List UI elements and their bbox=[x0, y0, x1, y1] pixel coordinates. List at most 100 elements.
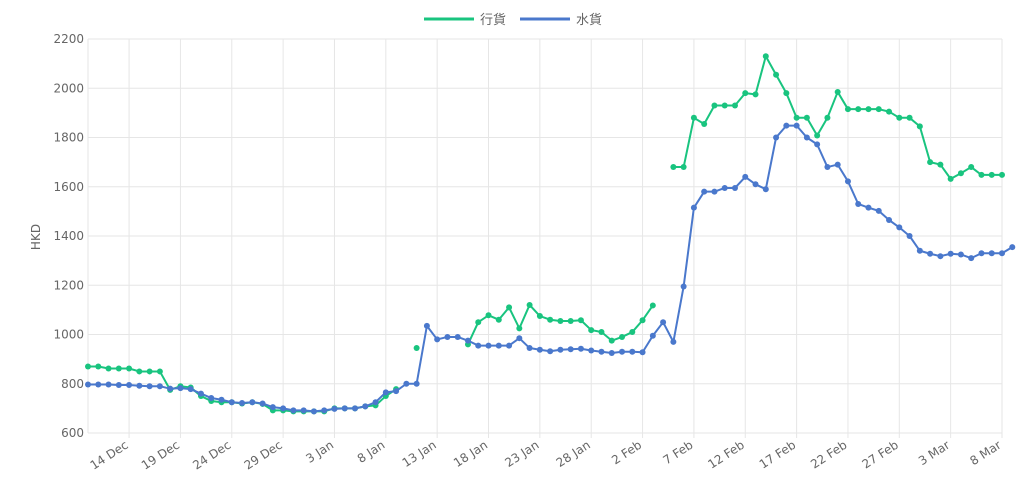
data-point[interactable] bbox=[793, 122, 800, 129]
data-point[interactable] bbox=[834, 161, 841, 168]
data-point[interactable] bbox=[916, 247, 923, 254]
data-point[interactable] bbox=[639, 317, 646, 324]
data-point[interactable] bbox=[773, 134, 780, 141]
data-point[interactable] bbox=[988, 250, 995, 257]
data-point[interactable] bbox=[680, 164, 687, 171]
data-point[interactable] bbox=[680, 283, 687, 290]
data-point[interactable] bbox=[177, 385, 184, 392]
data-point[interactable] bbox=[619, 348, 626, 355]
data-point[interactable] bbox=[269, 404, 276, 411]
data-point[interactable] bbox=[793, 114, 800, 121]
data-point[interactable] bbox=[228, 399, 235, 406]
data-point[interactable] bbox=[434, 336, 441, 343]
data-point[interactable] bbox=[834, 88, 841, 95]
data-point[interactable] bbox=[310, 408, 317, 415]
data-point[interactable] bbox=[352, 405, 359, 412]
data-point[interactable] bbox=[824, 114, 831, 121]
data-point[interactable] bbox=[886, 216, 893, 223]
data-point[interactable] bbox=[629, 348, 636, 355]
data-point[interactable] bbox=[156, 383, 163, 390]
data-point[interactable] bbox=[803, 134, 810, 141]
data-point[interactable] bbox=[690, 114, 697, 121]
data-point[interactable] bbox=[444, 333, 451, 340]
data-point[interactable] bbox=[947, 175, 954, 182]
data-point[interactable] bbox=[752, 91, 759, 98]
data-point[interactable] bbox=[660, 319, 667, 326]
data-point[interactable] bbox=[485, 312, 492, 319]
data-point[interactable] bbox=[906, 233, 913, 239]
data-point[interactable] bbox=[146, 368, 153, 375]
data-point[interactable] bbox=[372, 399, 379, 406]
data-point[interactable] bbox=[321, 407, 328, 414]
data-point[interactable] bbox=[865, 204, 872, 211]
data-point[interactable] bbox=[249, 399, 256, 406]
data-point[interactable] bbox=[896, 224, 903, 231]
data-point[interactable] bbox=[218, 396, 225, 403]
data-point[interactable] bbox=[362, 403, 369, 410]
data-point[interactable] bbox=[988, 171, 995, 178]
data-point[interactable] bbox=[393, 388, 400, 395]
data-point[interactable] bbox=[588, 327, 595, 334]
data-point[interactable] bbox=[670, 164, 677, 171]
data-point[interactable] bbox=[752, 181, 759, 188]
data-point[interactable] bbox=[136, 368, 143, 375]
data-point[interactable] bbox=[506, 304, 513, 311]
data-point[interactable] bbox=[126, 365, 133, 372]
data-point[interactable] bbox=[999, 250, 1005, 257]
data-point[interactable] bbox=[280, 405, 287, 412]
data-point[interactable] bbox=[855, 106, 862, 113]
data-point[interactable] bbox=[598, 348, 605, 355]
data-point[interactable] bbox=[711, 102, 718, 109]
data-point[interactable] bbox=[937, 253, 944, 260]
data-point[interactable] bbox=[927, 159, 934, 166]
chart-legend[interactable]: 行貨 水貨 bbox=[424, 12, 602, 28]
data-point[interactable] bbox=[115, 381, 122, 388]
data-point[interactable] bbox=[927, 250, 934, 257]
data-point[interactable] bbox=[803, 114, 810, 121]
data-point[interactable] bbox=[762, 53, 769, 60]
data-point[interactable] bbox=[978, 250, 985, 257]
data-point[interactable] bbox=[146, 383, 153, 390]
data-point[interactable] bbox=[547, 316, 554, 323]
data-point[interactable] bbox=[495, 316, 502, 323]
data-point[interactable] bbox=[875, 207, 882, 214]
data-point[interactable] bbox=[906, 114, 913, 121]
data-point[interactable] bbox=[475, 319, 482, 326]
data-point[interactable] bbox=[629, 329, 636, 336]
data-point[interactable] bbox=[608, 349, 615, 356]
data-point[interactable] bbox=[105, 381, 112, 388]
data-point[interactable] bbox=[259, 400, 266, 407]
data-point[interactable] bbox=[619, 333, 626, 340]
data-point[interactable] bbox=[886, 108, 893, 115]
data-point[interactable] bbox=[968, 164, 975, 171]
data-point[interactable] bbox=[495, 342, 502, 349]
data-point[interactable] bbox=[865, 106, 872, 113]
data-point[interactable] bbox=[403, 380, 410, 387]
data-point[interactable] bbox=[762, 186, 769, 193]
data-point[interactable] bbox=[136, 382, 143, 389]
data-point[interactable] bbox=[875, 106, 882, 113]
data-point[interactable] bbox=[947, 250, 954, 257]
data-point[interactable] bbox=[290, 407, 297, 414]
data-point[interactable] bbox=[783, 122, 790, 129]
data-point[interactable] bbox=[516, 325, 523, 332]
data-point[interactable] bbox=[783, 90, 790, 97]
data-point[interactable] bbox=[577, 345, 584, 352]
data-point[interactable] bbox=[957, 251, 964, 258]
data-point[interactable] bbox=[167, 385, 174, 392]
data-point[interactable] bbox=[937, 161, 944, 168]
data-point[interactable] bbox=[844, 178, 851, 185]
data-point[interactable] bbox=[506, 342, 513, 349]
legend-item-series-1[interactable]: 行貨 bbox=[424, 12, 506, 28]
data-point[interactable] bbox=[978, 171, 985, 178]
data-point[interactable] bbox=[968, 255, 975, 262]
data-point[interactable] bbox=[824, 164, 831, 171]
data-point[interactable] bbox=[526, 301, 533, 308]
data-point[interactable] bbox=[454, 333, 461, 340]
data-point[interactable] bbox=[721, 184, 728, 191]
data-point[interactable] bbox=[731, 184, 738, 191]
data-point[interactable] bbox=[516, 335, 523, 342]
data-point[interactable] bbox=[464, 337, 471, 344]
data-point[interactable] bbox=[536, 346, 543, 353]
data-point[interactable] bbox=[85, 363, 91, 370]
